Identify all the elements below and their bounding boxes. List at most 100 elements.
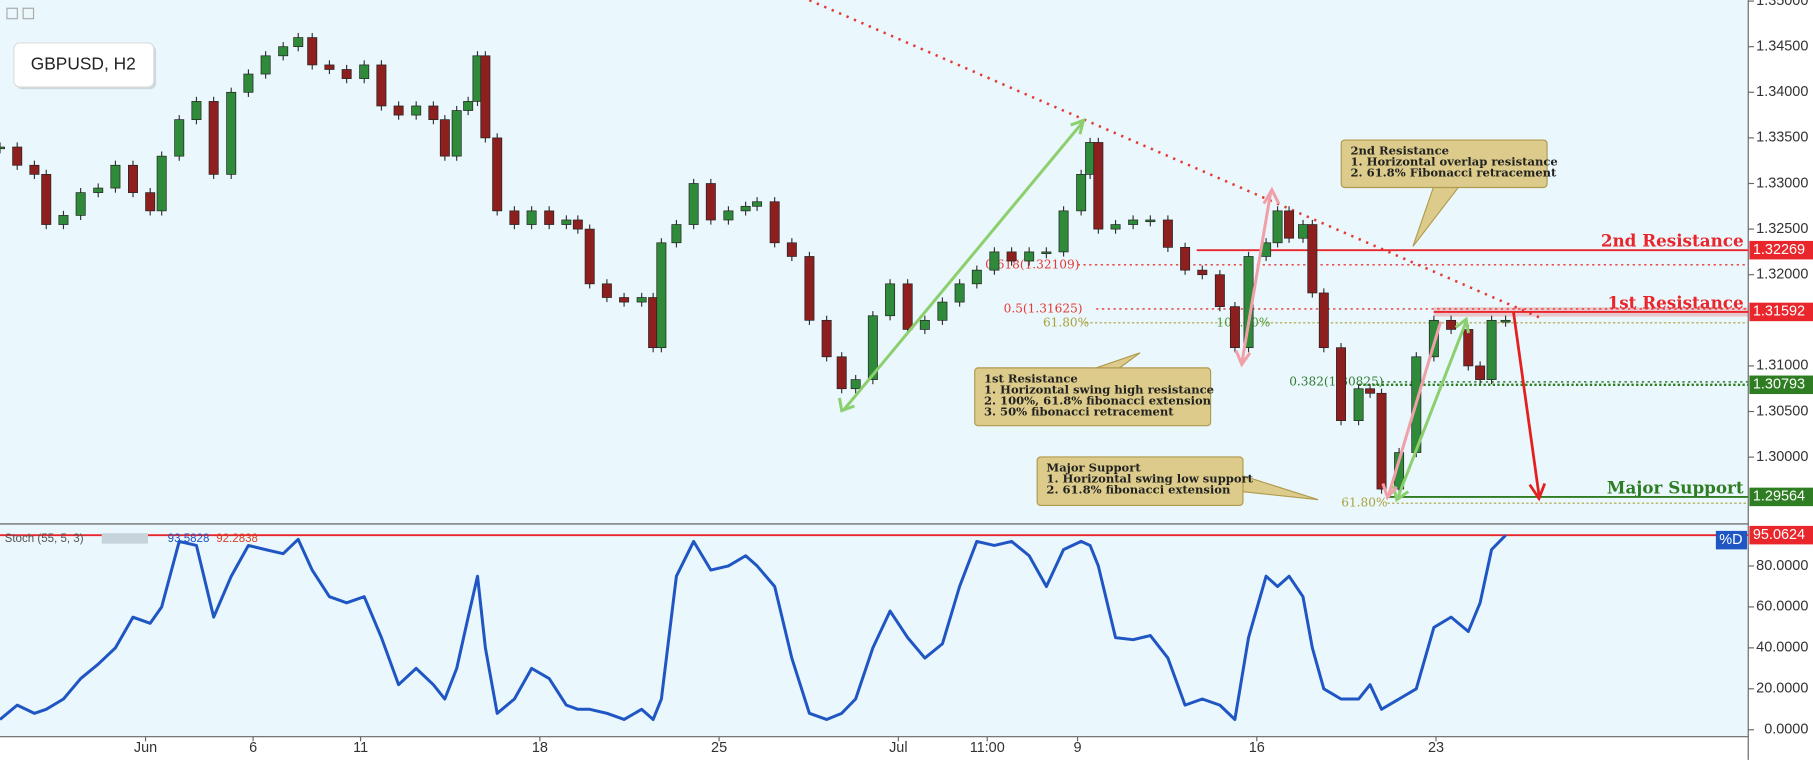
time-axis-background	[0, 736, 1749, 760]
callout-line: 1. Horizontal overlap resistance	[1351, 155, 1558, 169]
candle-body	[752, 201, 763, 207]
level-name: 1st Resistance	[1608, 292, 1744, 312]
candle-body	[619, 297, 630, 303]
candle-body	[526, 210, 537, 225]
candle-body	[1486, 319, 1497, 380]
icon	[22, 7, 35, 20]
price-label: 1.32269	[1753, 242, 1805, 258]
callout-box	[974, 367, 1212, 427]
icons	[101, 533, 148, 544]
y-tick-label: 1.31000	[1756, 358, 1808, 374]
candle-body	[572, 219, 583, 230]
callout-title: 2nd Resistance	[1351, 144, 1449, 158]
candle-body	[307, 37, 318, 66]
candle-body	[1006, 251, 1017, 262]
candle-body	[439, 119, 450, 157]
stoch-legend-value: 92.2838	[216, 533, 258, 545]
x-tick-label: 11:00	[970, 740, 1005, 756]
candle-body	[480, 55, 491, 139]
candle-body	[561, 219, 572, 225]
y-tick-label: 20.0000	[1756, 681, 1808, 697]
candle-body	[226, 91, 237, 175]
candle-body	[989, 251, 1000, 271]
candle-body	[93, 187, 104, 193]
x-tick-label: 25	[711, 740, 727, 756]
candle-body	[145, 192, 156, 212]
x-tick-label: Jun	[134, 740, 157, 756]
stoch-name: Stoch (55, 5, 3)	[5, 533, 84, 545]
candle-body	[1307, 224, 1318, 294]
candle-body	[1353, 388, 1364, 421]
chart-title: GBPUSD, H2	[31, 54, 136, 74]
fib-extension-label: 61.80%	[1043, 315, 1089, 329]
y-tick-label: 80.0000	[1756, 558, 1808, 574]
candle-body	[359, 64, 370, 79]
candle-body	[954, 283, 965, 303]
callout-line: 1. Horizontal swing low support	[1046, 471, 1253, 485]
arrow	[1512, 312, 1541, 496]
candle-body	[1500, 319, 1511, 323]
candle-body	[867, 315, 878, 380]
fib-label: 0.5(1.31625)	[1004, 301, 1083, 315]
candle-body	[902, 283, 913, 330]
arrow	[1240, 191, 1273, 364]
candle-body	[1162, 219, 1173, 248]
candle-body	[1376, 392, 1387, 490]
candle-body	[1041, 251, 1052, 254]
candle-body	[12, 146, 23, 166]
candle-body	[850, 379, 861, 390]
candle-body	[156, 155, 167, 212]
candle-body	[29, 164, 40, 175]
candle-body	[1214, 274, 1225, 307]
candle-body	[1229, 306, 1240, 349]
callout-title: 1st Resistance	[984, 371, 1078, 385]
y-tick-label: 1.30500	[1756, 403, 1808, 419]
candle-body	[1463, 329, 1474, 367]
candle-body	[41, 174, 52, 225]
candle-body	[740, 205, 751, 212]
candle-body	[110, 164, 121, 189]
callout-box	[1340, 139, 1548, 189]
candle-body	[208, 101, 219, 175]
x-tick-label: Jul	[889, 740, 907, 756]
y-tick-label: 1.32500	[1756, 221, 1808, 237]
candle-body	[821, 319, 832, 358]
y-tick-label: 1.32000	[1756, 267, 1808, 283]
arrow	[1396, 321, 1468, 498]
stoch-level-label: 95.0624	[1753, 527, 1805, 543]
candle-body	[786, 242, 797, 257]
candle-body	[509, 210, 520, 225]
symbol-box: GBPUSD, H2	[13, 42, 157, 90]
stoch-legend-value: 93.5828	[168, 533, 210, 545]
candle-body	[671, 224, 682, 244]
callout-line: 2. 61.8% fibonacci extension	[1046, 482, 1231, 496]
series-label: %D	[1719, 532, 1742, 548]
candle-body	[636, 297, 647, 303]
candle-body	[293, 37, 304, 48]
candle-body	[804, 256, 815, 321]
callout-box	[1036, 456, 1244, 507]
toolbar-icons	[6, 7, 35, 20]
candle-body	[0, 146, 5, 150]
y-tick-label: 40.0000	[1756, 640, 1808, 656]
candle-body	[1110, 224, 1121, 230]
candle-body	[836, 356, 847, 390]
candle-body	[1298, 224, 1309, 239]
price-label: 1.29564	[1753, 489, 1805, 505]
price-label-box	[1749, 302, 1813, 322]
candle-body	[1197, 269, 1208, 276]
x-tick-label: 9	[1074, 740, 1082, 756]
projection-arrow	[1512, 312, 1547, 502]
arrow-head	[1262, 186, 1281, 205]
candle-body	[376, 64, 387, 107]
candle-body	[656, 242, 667, 349]
callout-line: 2. 100%, 61.8% fibonacci extension	[984, 393, 1212, 407]
candle-body	[1365, 388, 1376, 394]
candle-body	[1093, 142, 1104, 230]
candle-body	[1076, 174, 1087, 212]
candle-body	[341, 69, 352, 79]
y-tick-label: 1.34500	[1756, 39, 1808, 55]
